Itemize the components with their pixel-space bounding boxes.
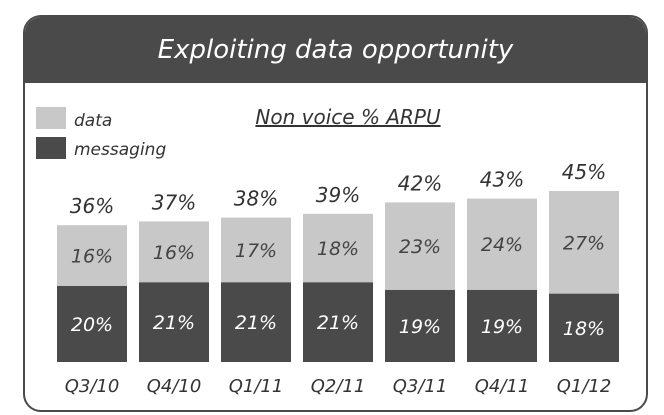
- label-total-Q1/11: 38%: [234, 187, 278, 211]
- legend-swatch-messaging: [36, 137, 66, 159]
- x-tick-Q3/10: Q3/10: [65, 376, 120, 397]
- label-messaging-Q3/10: 20%: [71, 314, 113, 336]
- bar-data-Q3/10: [57, 225, 127, 286]
- bar-data-Q2/11: [303, 213, 373, 283]
- label-messaging-Q1/11: 21%: [235, 312, 277, 334]
- bar-messaging-Q4/11: [467, 289, 537, 362]
- legend-label-messaging: messaging: [74, 140, 166, 160]
- chart-title: Non voice % ARPU: [255, 105, 441, 129]
- label-data-Q3/10: 16%: [71, 246, 113, 268]
- x-tick-Q4/10: Q4/10: [147, 376, 202, 397]
- x-tick-Q3/11: Q3/11: [393, 376, 448, 397]
- bar-data-Q1/12: [549, 191, 619, 294]
- bar-messaging-Q3/11: [385, 289, 455, 362]
- label-messaging-Q1/12: 18%: [563, 318, 605, 340]
- label-data-Q4/11: 24%: [481, 234, 523, 256]
- x-tick-Q1/11: Q1/11: [229, 376, 284, 397]
- label-total-Q4/10: 37%: [152, 190, 196, 214]
- bar-messaging-Q1/11: [221, 282, 291, 362]
- bar-messaging-Q3/10: [57, 286, 127, 362]
- label-data-Q4/10: 16%: [153, 242, 195, 264]
- label-total-Q1/12: 45%: [562, 160, 606, 184]
- label-messaging-Q2/11: 21%: [317, 312, 359, 334]
- label-data-Q1/12: 27%: [563, 232, 605, 254]
- label-data-Q3/11: 23%: [399, 236, 441, 258]
- label-total-Q3/11: 42%: [398, 171, 442, 195]
- label-data-Q1/11: 17%: [235, 240, 277, 262]
- bar-data-Q1/11: [221, 217, 291, 283]
- bar-messaging-Q2/11: [303, 282, 373, 362]
- label-total-Q2/11: 39%: [316, 183, 360, 207]
- label-messaging-Q4/11: 19%: [481, 316, 523, 338]
- x-tick-Q1/12: Q1/12: [557, 376, 612, 397]
- legend-label-data: data: [74, 111, 112, 131]
- x-tick-Q2/11: Q2/11: [311, 376, 366, 397]
- label-total-Q4/11: 43%: [480, 168, 524, 192]
- bar-data-Q4/10: [139, 221, 209, 283]
- label-total-Q3/10: 36%: [70, 194, 114, 218]
- banner-title: Exploiting data opportunity: [25, 17, 646, 83]
- label-messaging-Q3/11: 19%: [399, 316, 441, 338]
- x-tick-Q4/11: Q4/11: [475, 376, 530, 397]
- label-messaging-Q4/10: 21%: [153, 312, 195, 334]
- bar-messaging-Q1/12: [549, 293, 619, 362]
- legend-swatch-data: [36, 107, 66, 129]
- label-data-Q2/11: 18%: [317, 238, 359, 260]
- bar-data-Q3/11: [385, 202, 455, 290]
- bar-data-Q4/11: [467, 198, 537, 290]
- bar-messaging-Q4/10: [139, 282, 209, 362]
